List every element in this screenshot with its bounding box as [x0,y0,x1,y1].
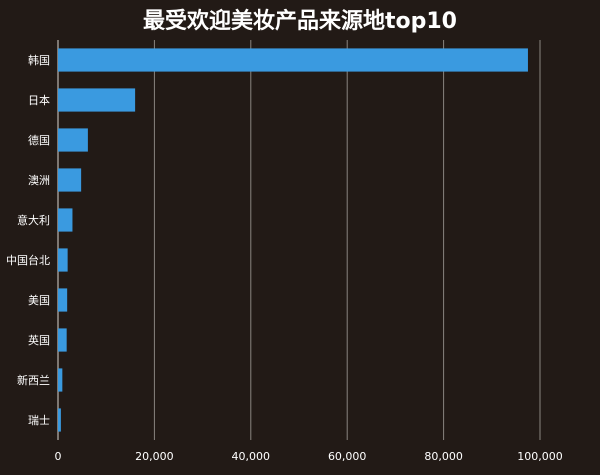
bars [58,48,528,432]
bar [58,328,67,352]
bar [58,88,136,112]
bar [58,248,68,272]
category-label: 韩国 [28,53,50,67]
x-tick-label: 40,000 [232,450,271,463]
x-tick-labels: 0 20,000 40,000 60,000 80,000 100,000 [55,450,563,463]
x-tick-label: 80,000 [424,450,463,463]
bar [58,408,61,432]
bar [58,288,68,312]
category-label: 澳洲 [28,174,50,187]
x-tick-label: 60,000 [328,450,367,463]
chart-title: 最受欢迎美妆产品来源地top10 [143,8,457,34]
category-label: 日本 [28,93,50,107]
category-label: 新西兰 [17,373,50,387]
x-tick-label: 100,000 [517,450,563,463]
x-tick-label: 20,000 [135,450,174,463]
bar [58,368,63,392]
bar [58,208,73,232]
category-label: 德国 [28,133,50,147]
bar [58,48,528,72]
category-label: 意大利 [17,213,50,227]
category-label: 英国 [28,333,50,347]
category-label: 中国台北 [6,253,50,267]
bar [58,168,82,192]
bar [58,128,88,152]
category-label: 美国 [28,294,50,307]
x-tick-label: 0 [55,450,62,463]
category-label: 瑞士 [28,413,50,427]
